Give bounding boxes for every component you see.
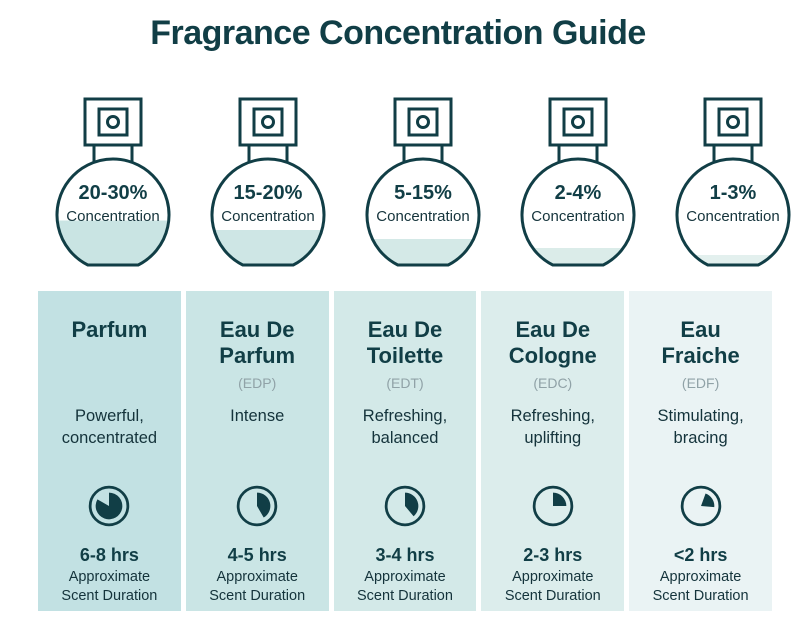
fragrance-description: Intense	[230, 407, 285, 425]
clock-wrap	[86, 483, 132, 535]
fragrance-abbreviation: (EDC)	[533, 374, 573, 391]
concentration-label: Concentration	[66, 208, 159, 225]
fragrance-column-card: Eau De Parfum (EDP) Intense 4-5 hrs Appr…	[185, 291, 329, 611]
clock-wrap	[234, 483, 280, 535]
fragrance-description: Refreshing, balanced	[362, 407, 448, 448]
duration-label: Approximate Scent Duration	[504, 569, 601, 604]
duration-value: 6-8 hrs	[79, 545, 139, 565]
bottle-outline	[675, 157, 791, 267]
fragrance-description: Refreshing, uplifting	[510, 407, 595, 448]
bottle-outline	[520, 157, 636, 267]
clock-ring	[384, 485, 426, 527]
name-zone: Eau Fraiche (EDF)	[641, 317, 761, 405]
clock-wedge	[552, 492, 567, 506]
duration-value: 2-3 hrs	[523, 545, 583, 565]
bottle-body	[367, 158, 479, 265]
page-title: Fragrance Concentration Guide	[150, 14, 646, 52]
fragrance-description: Stimulating, bracing	[657, 407, 744, 448]
bottle-slot: 20-30% Concentration	[38, 93, 188, 285]
clock-ring	[89, 485, 130, 527]
bottle-nozzle	[252, 107, 284, 137]
clock-ring	[532, 485, 574, 527]
clock-wrap	[530, 483, 576, 535]
liquid-fill	[211, 230, 324, 265]
bottle-nozzle-hole-icon	[261, 115, 275, 129]
duration-label: Approximate Scent Duration	[652, 569, 749, 604]
clock-ring	[236, 485, 278, 527]
fragrance-abbreviation: (EDF)	[681, 374, 720, 391]
clock-duration-icon	[680, 485, 721, 527]
concentration-label: Concentration	[221, 208, 314, 225]
concentration-label: Concentration	[531, 208, 624, 225]
clock-ring	[680, 485, 721, 527]
fragrance-column-card: Eau Fraiche (EDF) Stimulating, bracing <…	[629, 291, 772, 611]
clock-duration-icon	[532, 485, 574, 527]
bottle-nozzle-hole-icon	[106, 115, 120, 129]
bottle-outline	[55, 157, 171, 267]
clock-wrap	[678, 483, 724, 535]
bottle-row: 20-30% Concentration 15-20% Concentratio…	[38, 93, 791, 285]
duration-label: Approximate Scent Duration	[61, 569, 158, 604]
liquid-fill	[56, 220, 169, 265]
bottle-slot: 2-4% Concentration	[503, 93, 653, 285]
fragrance-column-card: Parfum Powerful, concentrated 6-8 hrs Ap…	[38, 291, 181, 611]
perfume-bottle-icon: 15-20% Concentration	[210, 97, 326, 267]
duration-label: Approximate Scent Duration	[209, 569, 306, 604]
duration-value: 4-5 hrs	[227, 545, 287, 565]
bottle-body	[677, 158, 789, 265]
clock-wedge	[700, 493, 714, 508]
clock-wedge	[96, 492, 123, 520]
bottle-nozzle-hole-icon	[416, 115, 430, 129]
perfume-bottle-icon: 5-15% Concentration	[365, 97, 481, 267]
concentration-value: 20-30%	[79, 182, 148, 204]
name-zone: Eau De Parfum (EDP)	[197, 317, 317, 405]
bottle-nozzle	[407, 107, 439, 137]
name-zone: Eau De Toilette (EDT)	[345, 317, 465, 405]
concentration-label: Concentration	[376, 208, 469, 225]
fragrance-name: Eau De Cologne	[508, 317, 597, 368]
fragrance-column-card: Eau De Cologne (EDC) Refreshing, uplifti…	[481, 291, 625, 611]
column-card-row: Parfum Powerful, concentrated 6-8 hrs Ap…	[38, 291, 772, 611]
duration-value: 3-4 hrs	[375, 545, 435, 565]
concentration-value: 2-4%	[555, 182, 602, 204]
liquid-fill	[366, 239, 479, 265]
perfume-bottle-icon: 20-30% Concentration	[55, 97, 171, 267]
bottle-slot: 1-3% Concentration	[658, 93, 796, 285]
perfume-bottle-icon: 2-4% Concentration	[520, 97, 636, 267]
fragrance-name: Eau Fraiche	[661, 317, 740, 368]
name-zone: Eau De Cologne (EDC)	[493, 317, 613, 405]
clock-duration-icon	[236, 485, 278, 527]
bottle-outline	[365, 157, 481, 267]
bottle-slot: 5-15% Concentration	[348, 93, 498, 285]
concentration-value: 1-3%	[710, 182, 757, 204]
concentration-value: 5-15%	[394, 182, 452, 204]
fragrance-name: Eau De Parfum	[219, 317, 296, 368]
clock-wedge	[257, 492, 271, 518]
clock-wedge	[404, 492, 419, 517]
concentration-value: 15-20%	[234, 182, 303, 204]
clock-wrap	[382, 483, 428, 535]
bottle-slot: 15-20% Concentration	[193, 93, 343, 285]
fragrance-description: Powerful, concentrated	[61, 407, 158, 448]
liquid-fill	[676, 255, 789, 265]
duration-value: <2 hrs	[673, 545, 728, 565]
bottle-outline	[210, 157, 326, 267]
clock-duration-icon	[89, 485, 130, 527]
duration-label: Approximate Scent Duration	[357, 569, 453, 604]
fragrance-column-card: Eau De Toilette (EDT) Refreshing, balanc…	[333, 291, 477, 611]
fragrance-abbreviation: (EDT)	[386, 374, 424, 391]
bottle-nozzle-hole-icon	[726, 115, 740, 129]
liquid-fill	[521, 248, 634, 265]
concentration-label: Concentration	[686, 208, 779, 225]
fragrance-abbreviation: (EDP)	[238, 374, 277, 391]
perfume-bottle-icon: 1-3% Concentration	[675, 97, 791, 267]
fragrance-name: Parfum	[71, 317, 148, 342]
clock-duration-icon	[384, 485, 426, 527]
name-zone: Parfum	[72, 317, 148, 405]
fragrance-name: Eau De Toilette	[366, 317, 444, 368]
bottle-body	[522, 158, 634, 265]
bottle-nozzle-hole-icon	[571, 115, 585, 129]
